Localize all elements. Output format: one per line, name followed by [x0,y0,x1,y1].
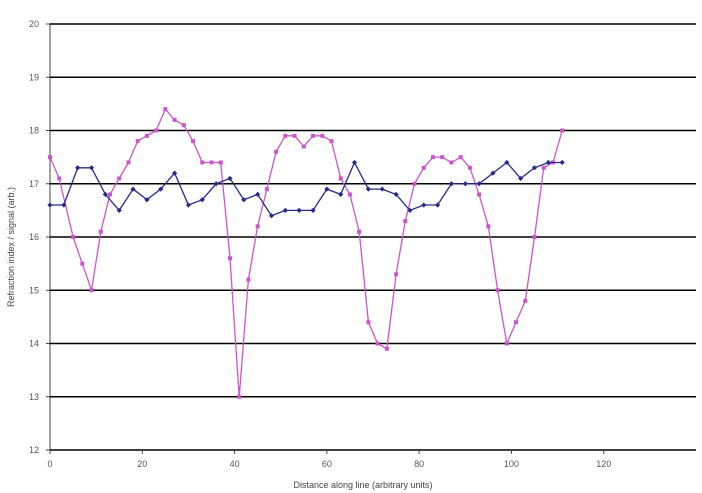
series-0-point [283,134,287,138]
series-layer [47,107,564,399]
series-1-point [75,165,80,170]
series-0-point [90,288,94,292]
series-0-point [163,107,167,111]
series-0-point [237,395,241,399]
y-axis-title: Refraction index / signal (arb.) [6,187,16,307]
y-tick-label: 14 [29,339,39,349]
series-0-point [48,155,52,159]
series-0-point [422,166,426,170]
series-0-point [126,160,130,164]
series-0-point [357,230,361,234]
series-0-point [117,176,121,180]
series-0-point [80,262,84,266]
y-tick-label: 20 [29,19,39,29]
series-0-point [265,187,269,191]
series-0-point [246,278,250,282]
series-0-point [302,144,306,148]
series-0-point [219,160,223,164]
series-1-point [338,192,343,197]
series-1-point [560,160,565,165]
series-0 [48,107,564,399]
series-0-point [459,155,463,159]
series-1-point [89,165,94,170]
series-0-point [348,192,352,196]
series-0-point [560,129,564,133]
series-0-point [320,134,324,138]
series-0-point [514,320,518,324]
series-0-point [477,192,481,196]
series-1-point [47,202,52,207]
y-tick-label: 17 [29,179,39,189]
series-0-point [376,342,380,346]
y-tick-labels: 12 13 14 15 16 17 18 19 20 [29,19,39,455]
series-0-point [57,176,61,180]
series-0-point [496,288,500,292]
x-tick-label: 120 [596,459,611,469]
x-tick-label: 60 [322,459,332,469]
series-1-point [186,202,191,207]
series-0-point [468,166,472,170]
x-axis-title: Distance along line (arbitrary units) [293,480,432,490]
series-0-point [210,160,214,164]
series-0-point [329,139,333,143]
series-1-line [50,163,562,216]
x-tick-label: 20 [137,459,147,469]
series-0-point [339,176,343,180]
y-tick-label: 12 [29,445,39,455]
series-0-point [173,118,177,122]
series-0-point [505,342,509,346]
series-1-point [352,160,357,165]
y-tick-label: 16 [29,232,39,242]
series-0-point [366,320,370,324]
y-tick-label: 15 [29,285,39,295]
series-0-point [403,219,407,223]
series-1-point [366,186,371,191]
series-0-point [108,192,112,196]
series-0-point [154,129,158,133]
series-0-point [311,134,315,138]
series-0-point [136,139,140,143]
series-0-point [293,134,297,138]
x-tick-labels: 0 20 40 60 80 100 120 [47,459,611,469]
series-0-point [385,347,389,351]
x-tick-label: 0 [47,459,52,469]
series-0-point [182,123,186,127]
series-0-point [533,235,537,239]
series-0-point [256,224,260,228]
series-0-point [431,155,435,159]
series-0-point [145,134,149,138]
series-1-point [380,186,385,191]
series-0-point [523,299,527,303]
series-0-point [228,256,232,260]
series-1-point [421,202,426,207]
x-tick-label: 100 [504,459,519,469]
series-1-point [297,208,302,213]
gridlines [46,24,696,454]
series-0-point [394,272,398,276]
series-0-point [440,155,444,159]
series-0-point [191,139,195,143]
series-0-point [71,235,75,239]
y-tick-label: 19 [29,72,39,82]
y-tick-label: 18 [29,126,39,136]
series-0-point [542,166,546,170]
x-tick-label: 40 [230,459,240,469]
series-0-point [99,230,103,234]
series-1-point [463,181,468,186]
series-0-point [413,182,417,186]
series-0-point [486,224,490,228]
series-0-line [50,109,562,397]
x-tick-label: 80 [414,459,424,469]
series-1-point [283,208,288,213]
series-0-point [274,150,278,154]
y-tick-label: 13 [29,392,39,402]
series-0-point [449,160,453,164]
series-0-point [200,160,204,164]
